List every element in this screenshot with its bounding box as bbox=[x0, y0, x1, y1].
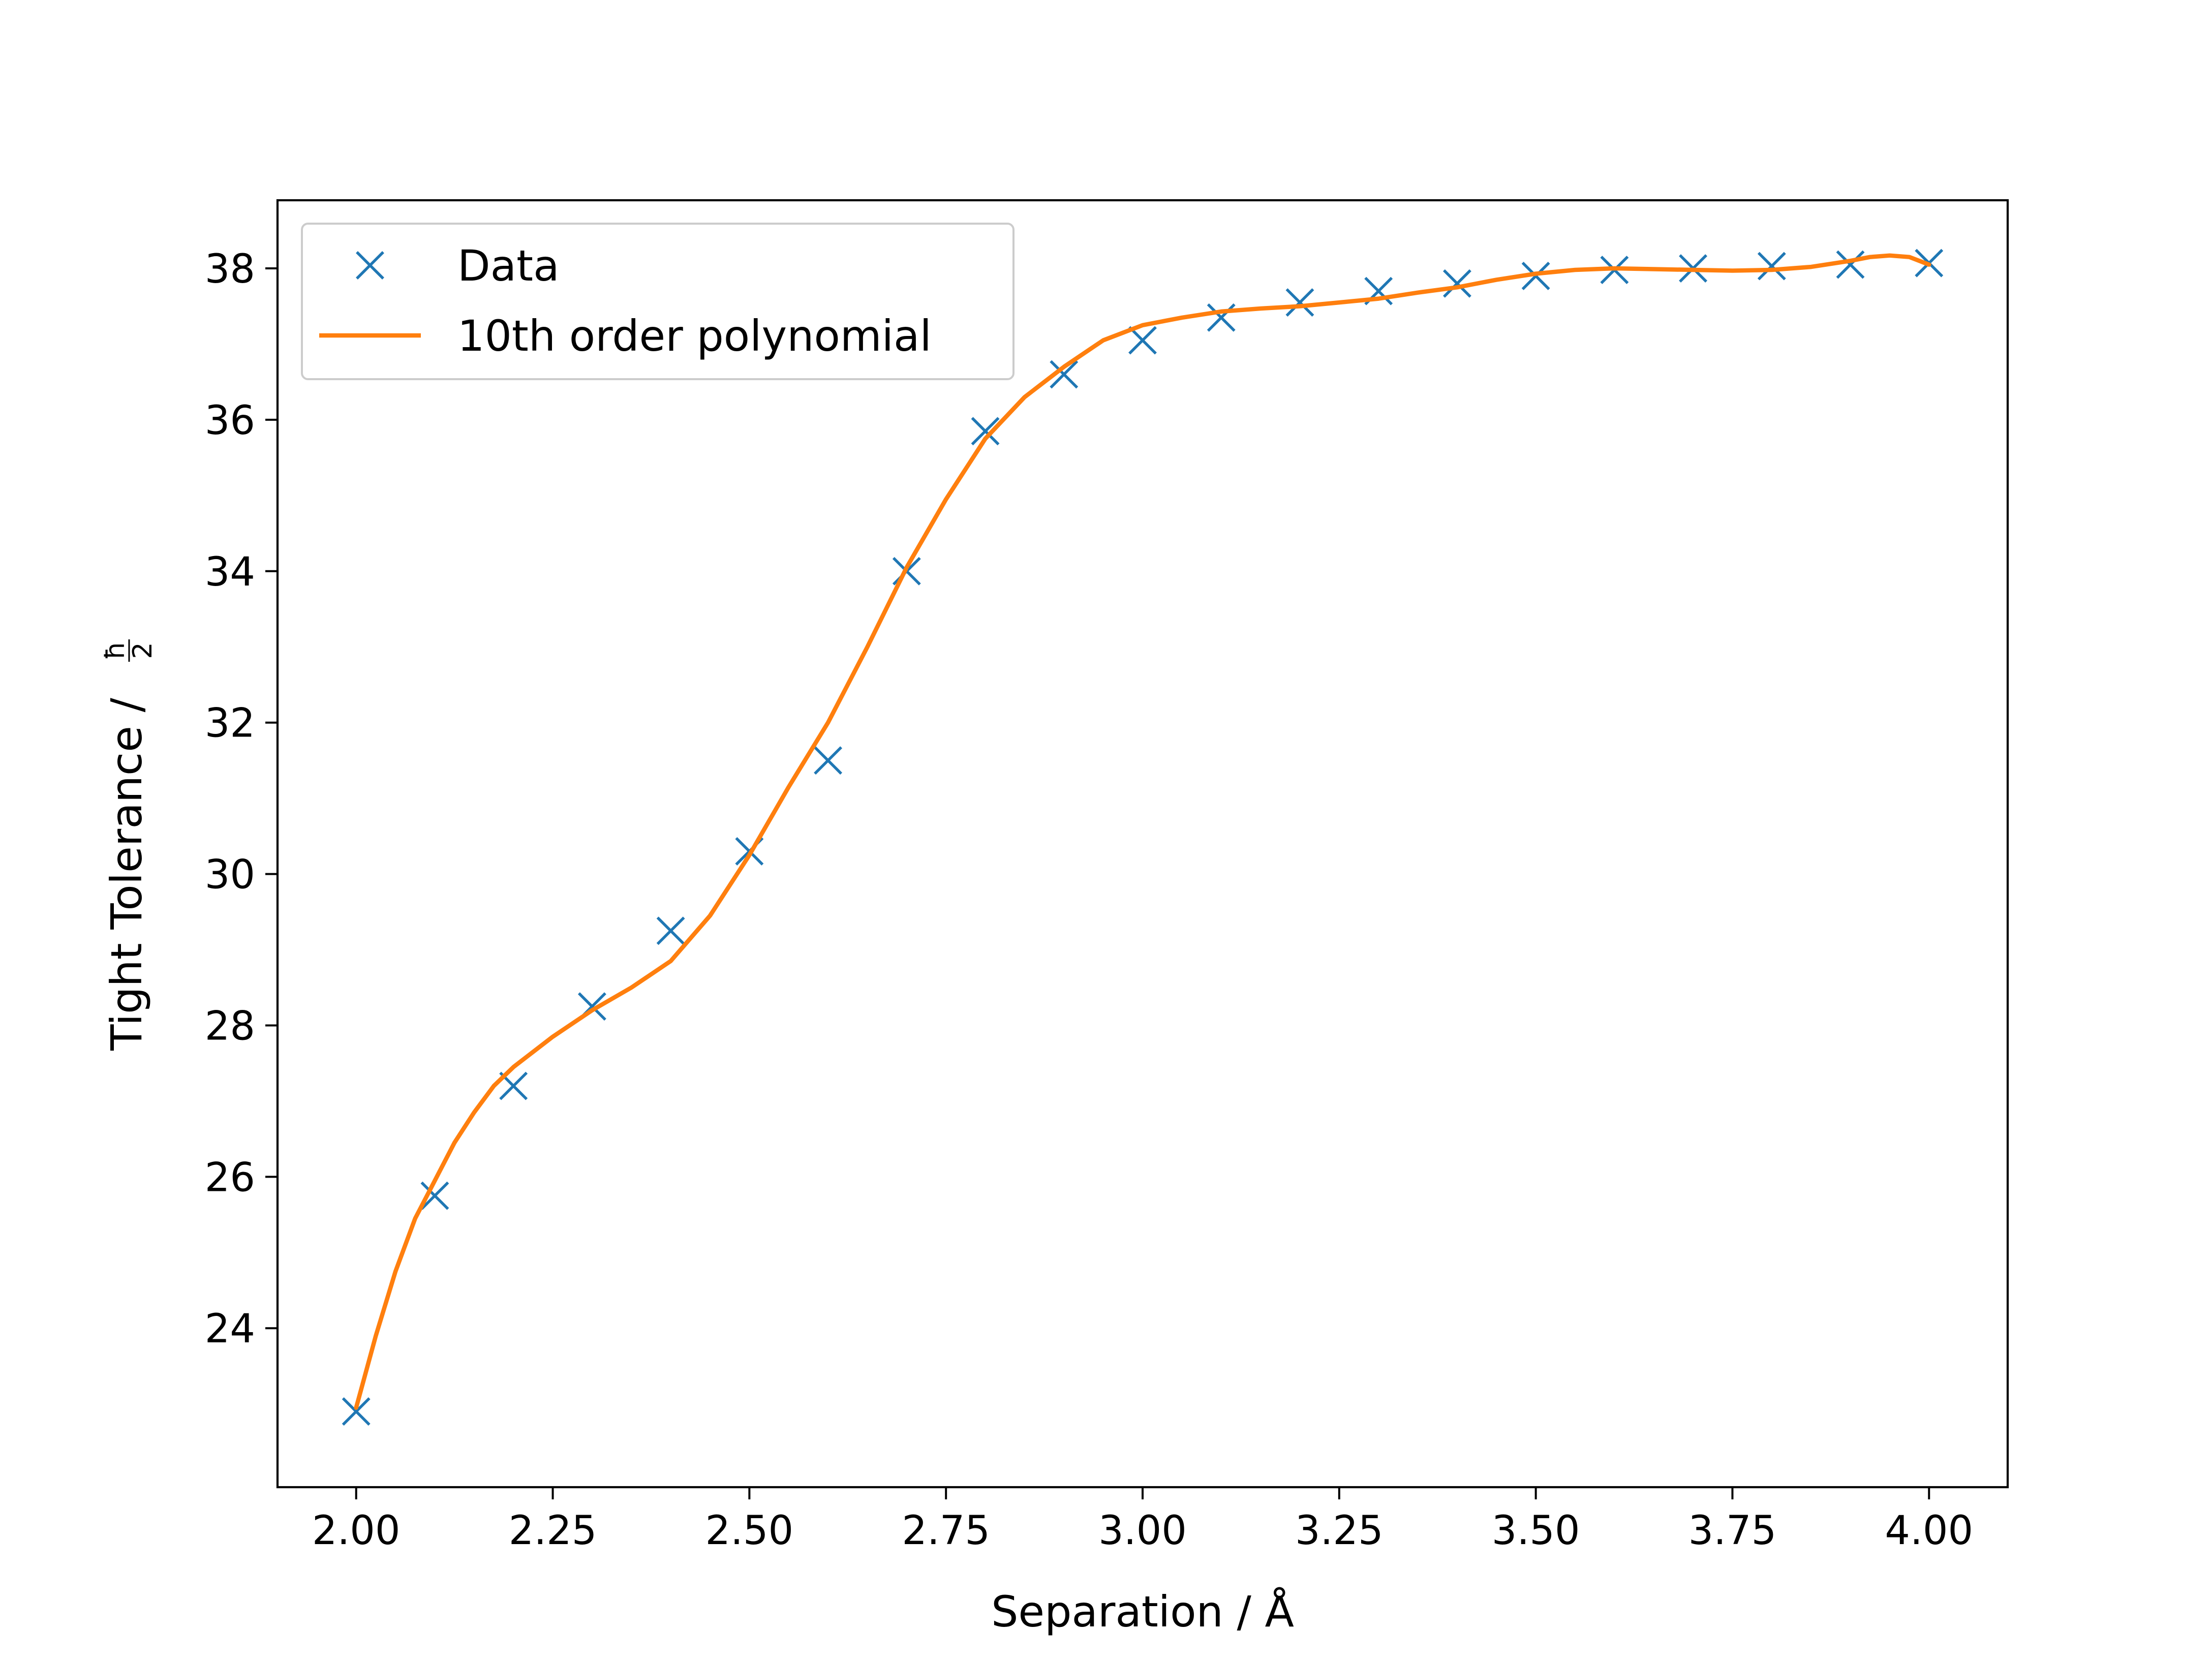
marker-stroke bbox=[1836, 250, 1865, 279]
data-point-marker bbox=[1521, 261, 1550, 290]
legend-entry: Data bbox=[356, 241, 560, 291]
data-point-marker bbox=[814, 746, 843, 775]
marker-stroke bbox=[1285, 288, 1314, 317]
data-point-marker bbox=[1757, 252, 1786, 281]
y-tick-label: 38 bbox=[205, 247, 255, 292]
data-point-marker bbox=[1128, 326, 1157, 355]
x-axis-label: Separation / Å bbox=[991, 1586, 1294, 1637]
y-tick-label: 30 bbox=[205, 852, 255, 898]
y-tick-label: 36 bbox=[205, 398, 255, 444]
marker-stroke bbox=[1521, 261, 1550, 290]
legend-label: Data bbox=[457, 241, 560, 291]
data-point-marker bbox=[1285, 288, 1314, 317]
marker-stroke bbox=[1128, 326, 1157, 355]
y-tick-label: 26 bbox=[205, 1155, 255, 1201]
marker-stroke bbox=[656, 916, 685, 945]
y-axis-label: Tight Tolerance / ħ2 bbox=[100, 639, 158, 1051]
y-axis-label-numerator: ħ bbox=[100, 641, 131, 660]
legend-box bbox=[301, 223, 1015, 380]
y-tick-label: 32 bbox=[205, 701, 255, 747]
plot-area bbox=[342, 249, 1944, 1426]
data-point-marker bbox=[1050, 360, 1079, 389]
y-axis-label-text: Tight Tolerance / bbox=[102, 697, 151, 1051]
marker-stroke bbox=[1050, 360, 1079, 389]
marker-stroke bbox=[499, 1071, 528, 1100]
marker-stroke bbox=[342, 1397, 371, 1426]
x-tick-label: 2.75 bbox=[902, 1508, 990, 1554]
x-tick-label: 3.00 bbox=[1098, 1508, 1187, 1554]
axes: 2.00 2.25 2.50 2.75 3.00 3.25 3.50 3.75 4.00 24 26… bbox=[100, 199, 2009, 1637]
marker-stroke bbox=[420, 1181, 449, 1210]
data-point-marker bbox=[342, 1397, 371, 1426]
x-tick-label: 4.00 bbox=[1885, 1508, 1973, 1554]
y-tick-label: 28 bbox=[205, 1003, 255, 1049]
series-line-polynomial bbox=[354, 253, 1931, 1410]
legend-entry: 10th order polynomial bbox=[319, 311, 932, 361]
legend: Data 10th order polynomial bbox=[301, 223, 1015, 380]
x-tick-label: 2.00 bbox=[312, 1508, 401, 1554]
marker-stroke bbox=[1757, 252, 1786, 281]
y-tick-label: 24 bbox=[205, 1306, 255, 1352]
x-tick-label: 3.75 bbox=[1688, 1508, 1777, 1554]
x-tick-label: 3.25 bbox=[1295, 1508, 1384, 1554]
data-point-marker bbox=[1442, 269, 1471, 298]
x-tick-label: 3.50 bbox=[1492, 1508, 1580, 1554]
legend-marker-x bbox=[356, 251, 384, 280]
x-tick-label: 2.50 bbox=[705, 1508, 794, 1554]
data-point-marker bbox=[1836, 250, 1865, 279]
marker-stroke bbox=[814, 746, 843, 775]
y-tick-label: 34 bbox=[205, 549, 255, 595]
data-point-marker bbox=[971, 417, 1000, 446]
marker-stroke bbox=[971, 417, 1000, 446]
marker-stroke bbox=[1442, 269, 1471, 298]
x-tick-label: 2.25 bbox=[509, 1508, 597, 1554]
y-axis-label-denominator: 2 bbox=[128, 642, 158, 659]
data-point-marker bbox=[420, 1181, 449, 1210]
data-point-marker bbox=[656, 916, 685, 945]
legend-label: 10th order polynomial bbox=[457, 311, 932, 361]
